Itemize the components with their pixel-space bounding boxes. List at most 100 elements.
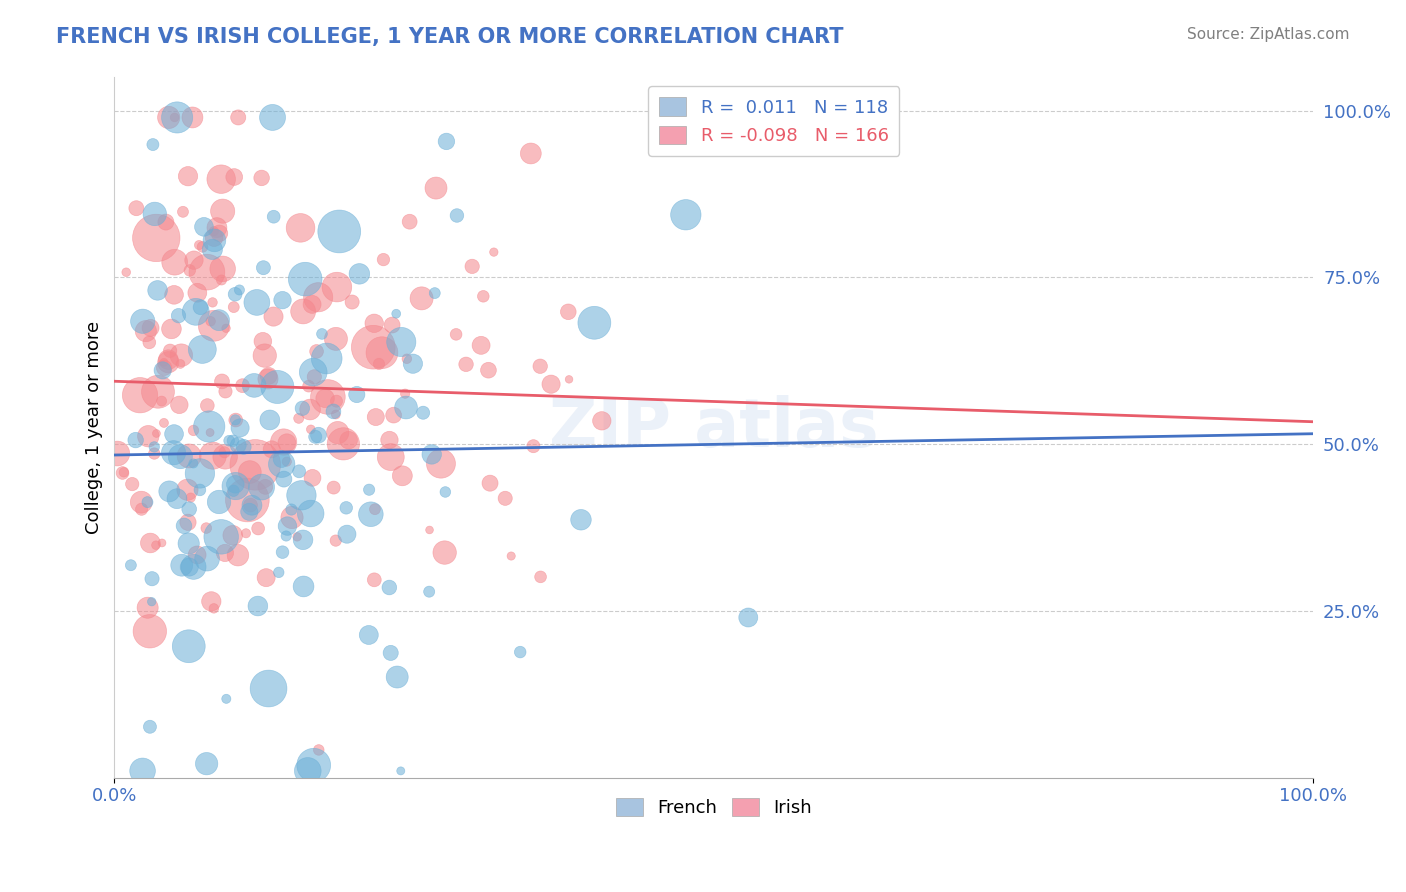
Point — [501, 549, 523, 563]
Point — [380, 646, 402, 660]
Point — [229, 421, 252, 435]
Point — [482, 245, 505, 260]
Point — [591, 414, 613, 428]
Point — [228, 283, 250, 297]
Point — [402, 357, 425, 371]
Point — [200, 314, 222, 328]
Point — [290, 488, 312, 502]
Point — [224, 287, 246, 301]
Point — [276, 455, 298, 469]
Point — [461, 260, 484, 274]
Point — [142, 137, 165, 152]
Point — [446, 209, 468, 223]
Point — [423, 286, 446, 301]
Point — [115, 265, 138, 279]
Point — [373, 252, 395, 267]
Point — [150, 394, 173, 409]
Point — [177, 516, 200, 530]
Point — [153, 416, 176, 430]
Point — [235, 526, 257, 541]
Point — [188, 467, 211, 481]
Point — [111, 466, 134, 480]
Point — [262, 111, 284, 125]
Point — [252, 260, 274, 275]
Point — [325, 394, 347, 409]
Point — [160, 322, 183, 336]
Point — [398, 215, 420, 229]
Point — [136, 429, 159, 443]
Point — [299, 507, 322, 521]
Point — [124, 433, 146, 447]
Point — [276, 519, 298, 533]
Point — [183, 457, 205, 471]
Point — [349, 267, 371, 281]
Point — [250, 480, 273, 494]
Y-axis label: College, 1 year or more: College, 1 year or more — [86, 321, 103, 534]
Point — [226, 548, 249, 562]
Point — [121, 477, 143, 491]
Point — [254, 480, 277, 494]
Point — [305, 344, 328, 359]
Point — [139, 536, 162, 550]
Point — [276, 529, 298, 543]
Point — [136, 600, 159, 615]
Point — [153, 355, 176, 369]
Point — [224, 477, 246, 491]
Point — [146, 384, 169, 399]
Point — [315, 351, 337, 366]
Point — [222, 528, 245, 542]
Point — [211, 204, 233, 219]
Point — [302, 758, 325, 772]
Point — [418, 584, 440, 599]
Point — [247, 521, 270, 535]
Point — [195, 399, 218, 413]
Point — [294, 272, 316, 286]
Point — [257, 372, 280, 386]
Point — [311, 326, 333, 341]
Point — [188, 483, 211, 497]
Point — [332, 437, 354, 451]
Point — [105, 446, 128, 460]
Point — [359, 483, 381, 497]
Point — [292, 533, 315, 547]
Point — [162, 446, 184, 460]
Point — [201, 295, 224, 310]
Point — [557, 305, 579, 319]
Point — [180, 491, 202, 505]
Point — [252, 334, 274, 349]
Point — [364, 410, 387, 425]
Point — [394, 386, 416, 401]
Point — [270, 452, 292, 467]
Point — [322, 404, 344, 418]
Point — [218, 434, 240, 448]
Point — [360, 508, 382, 522]
Point — [395, 351, 418, 366]
Point — [371, 345, 394, 359]
Point — [382, 408, 405, 422]
Point — [479, 476, 502, 491]
Point — [190, 300, 212, 314]
Point — [266, 380, 288, 394]
Point — [412, 406, 434, 420]
Point — [238, 505, 260, 519]
Point — [225, 413, 247, 427]
Point — [325, 533, 347, 548]
Point — [357, 628, 380, 642]
Point — [509, 645, 531, 659]
Point — [166, 111, 188, 125]
Point — [145, 538, 167, 552]
Point — [145, 231, 167, 245]
Point — [292, 304, 315, 318]
Point — [208, 313, 231, 327]
Point — [120, 558, 142, 573]
Point — [322, 481, 344, 495]
Point — [211, 375, 233, 389]
Point — [200, 594, 222, 608]
Point — [166, 491, 188, 506]
Point — [186, 548, 208, 562]
Point — [125, 201, 148, 215]
Point — [368, 357, 391, 371]
Point — [420, 447, 443, 461]
Point — [195, 265, 218, 279]
Point — [112, 465, 135, 479]
